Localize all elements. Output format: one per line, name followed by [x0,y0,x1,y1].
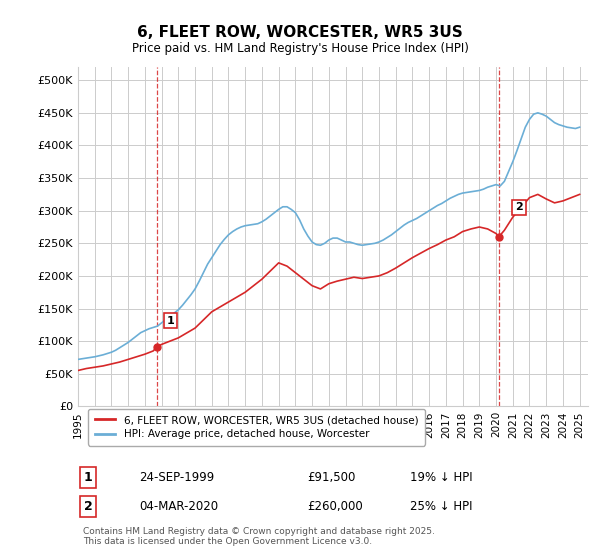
Text: 25% ↓ HPI: 25% ↓ HPI [409,500,472,513]
Text: 2: 2 [515,202,523,212]
Text: 24-SEP-1999: 24-SEP-1999 [139,471,214,484]
Text: 19% ↓ HPI: 19% ↓ HPI [409,471,472,484]
Text: 6, FLEET ROW, WORCESTER, WR5 3US: 6, FLEET ROW, WORCESTER, WR5 3US [137,25,463,40]
Text: 04-MAR-2020: 04-MAR-2020 [139,500,218,513]
Text: Contains HM Land Registry data © Crown copyright and database right 2025.
This d: Contains HM Land Registry data © Crown c… [83,527,435,547]
Text: 1: 1 [84,471,92,484]
Text: Price paid vs. HM Land Registry's House Price Index (HPI): Price paid vs. HM Land Registry's House … [131,42,469,55]
Text: 1: 1 [167,316,175,325]
Text: 2: 2 [84,500,92,513]
Text: £91,500: £91,500 [308,471,356,484]
Text: £260,000: £260,000 [308,500,363,513]
Legend: 6, FLEET ROW, WORCESTER, WR5 3US (detached house), HPI: Average price, detached : 6, FLEET ROW, WORCESTER, WR5 3US (detach… [88,409,425,446]
